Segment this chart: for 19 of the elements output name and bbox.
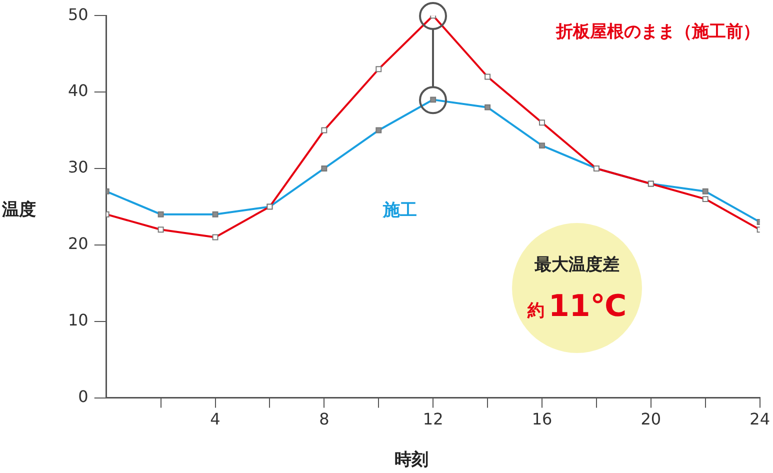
x-tick-label: 20 xyxy=(640,410,662,429)
text: 折板屋根のまま（施工前） xyxy=(554,22,760,42)
x-tick-label: 8 xyxy=(319,410,330,429)
y-tick-label: 40 xyxy=(68,81,88,100)
y-tick-label: 0 xyxy=(78,386,88,406)
annotation: 約 xyxy=(527,301,544,321)
annotation: 11℃ xyxy=(548,289,627,324)
y-tick-label: 50 xyxy=(68,4,88,24)
annotation: 最大温度差 xyxy=(534,254,620,276)
text: 施工 xyxy=(382,200,417,220)
x-tick-label: 4 xyxy=(210,410,220,429)
y-tick-label: 30 xyxy=(68,158,88,177)
x-tick-label: 12 xyxy=(422,410,444,429)
y-axis-title: 温度 xyxy=(2,199,36,221)
y-tick-label: 20 xyxy=(68,234,88,254)
x-axis-title: 時刻 xyxy=(394,450,428,470)
y-tick-label: 10 xyxy=(68,310,88,330)
x-tick-label: 16 xyxy=(532,410,552,429)
x-tick-label: 24 xyxy=(750,410,770,429)
